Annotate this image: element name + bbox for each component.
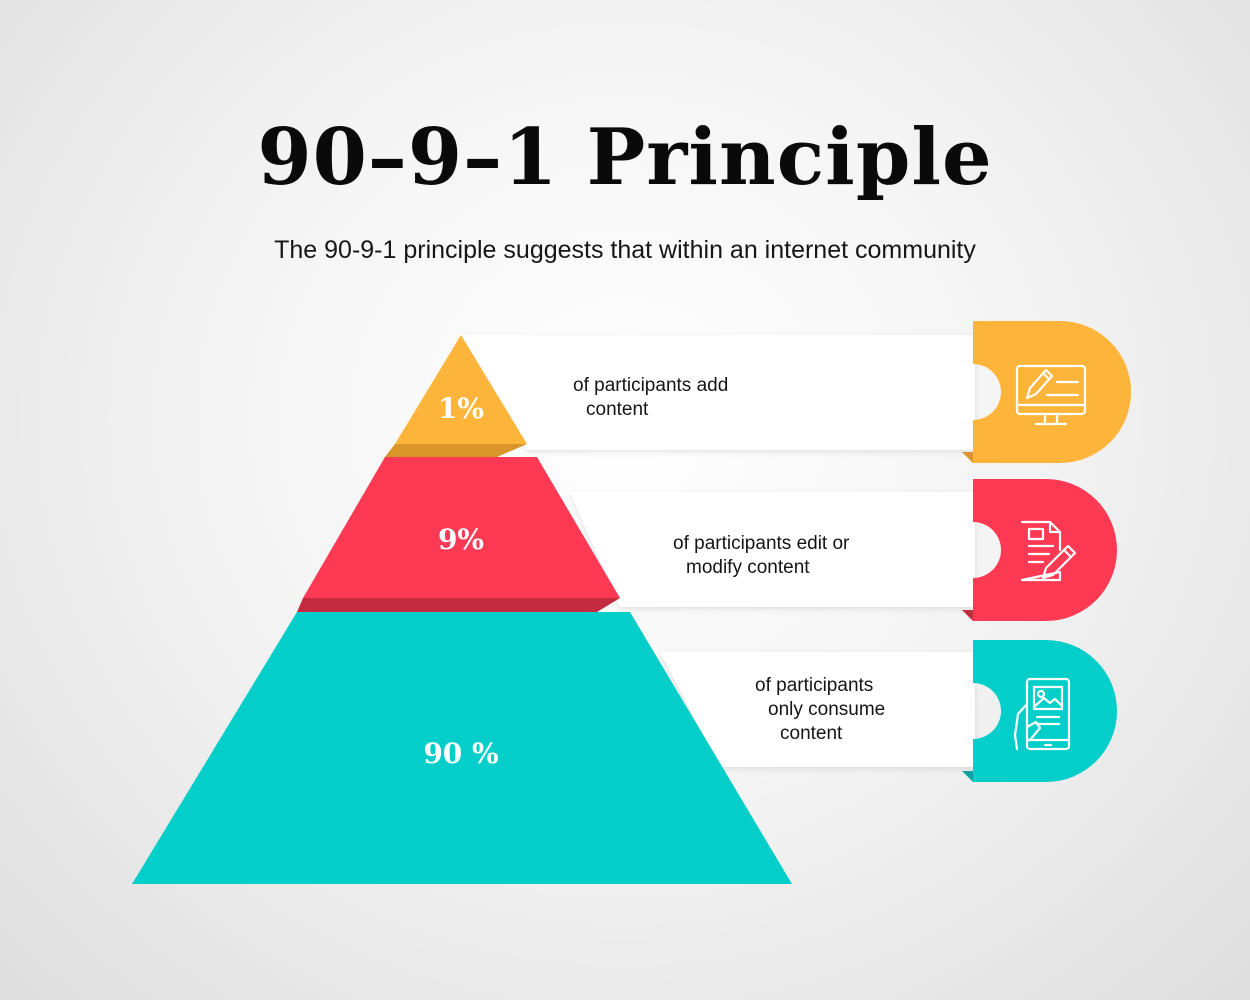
tier-3-description-line-2: only consume [768,699,885,720]
tier-2-banner [570,492,975,607]
tier-2: 9% of participants edit or modify conten… [297,457,1117,621]
tier-3-description-line-1: of participants [755,675,873,696]
tier-2-description-line-2: modify content [686,557,810,578]
tier-1-percent: 1% [438,392,484,425]
tier-1: 1% of participants add content [385,321,1131,463]
tier-2-segment-base [297,598,620,612]
tier-2-segment [303,457,620,598]
tier-2-percent: 9% [438,523,484,556]
page-title: 90–9–1 Principle [257,112,993,203]
tier-1-description-line-1: of participants add [573,375,728,396]
tier-3-percent: 90 % [423,737,498,770]
tablet-image-icon [1013,677,1071,751]
tier-3-description-line-3: content [780,723,843,744]
tier-2-tab-fold [962,610,973,621]
tier-1-tab [973,321,1131,463]
tier-1-segment [395,335,527,444]
tier-1-description-line-2: content [586,399,649,420]
tier-2-description-line-1: of participants edit or [673,533,850,554]
tier-3-segment [132,612,792,884]
tier-1-tab-fold [962,452,973,463]
tier-3-tab [973,640,1117,782]
tier-1-segment-base [385,444,527,457]
document-edit-icon [1020,520,1077,582]
page-subtitle: The 90-9-1 principle suggests that withi… [274,236,976,264]
tier-1-banner [460,335,975,450]
computer-edit-icon [1015,364,1087,426]
tier-2-tab [973,479,1117,621]
tier-3-tab-fold [962,771,973,782]
tier-3-banner [660,652,975,767]
tier-3: 90 % of participants only consume conten… [132,612,1117,884]
